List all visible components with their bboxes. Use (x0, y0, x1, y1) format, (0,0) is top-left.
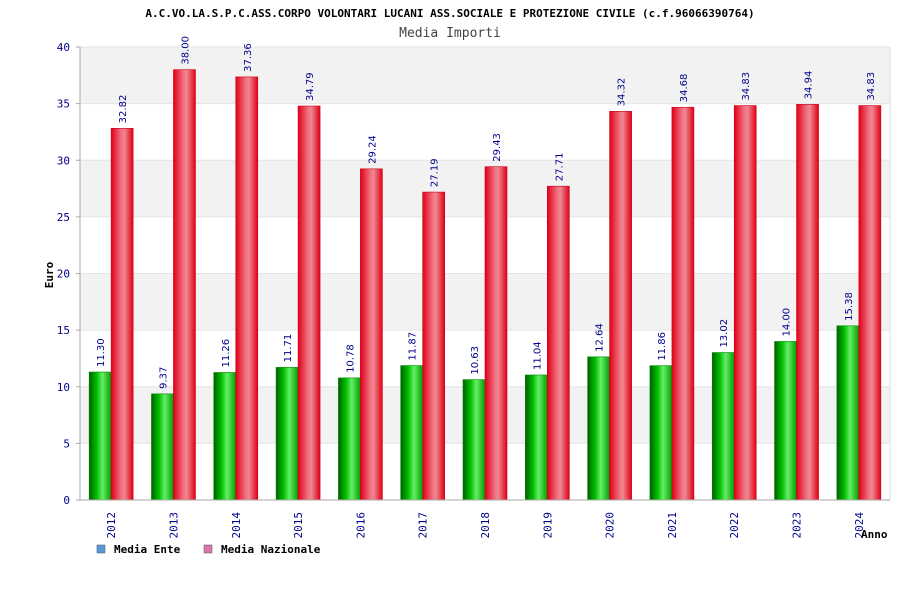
value-label: 29.43 (492, 133, 503, 162)
bar-media-nazionale-2012 (110, 128, 134, 501)
x-tick-label: 2017 (417, 512, 430, 539)
grid-band (80, 47, 890, 104)
value-label: 37.36 (243, 43, 254, 72)
y-tick-label: 0 (63, 494, 70, 507)
bar-media-nazionale-2014 (235, 76, 259, 501)
bar-media-nazionale-2015 (297, 105, 321, 501)
bar-media-nazionale-2016 (360, 168, 383, 501)
legend-label-media-ente: Media Ente (114, 543, 181, 556)
value-label: 11.30 (96, 338, 107, 367)
x-axis: 2012 2013 2014 2015 2016 2017 2018 2019 2020 2021… (80, 499, 890, 539)
y-tick-label: 40 (57, 41, 70, 54)
value-label: 38.00 (180, 36, 191, 65)
x-tick-label: 2022 (728, 512, 741, 539)
y-tick-label: 20 (57, 268, 70, 281)
x-tick-label: 2024 (853, 512, 866, 539)
value-label: 29.24 (367, 135, 378, 164)
bar-media-ente-2020 (587, 356, 610, 501)
x-axis-label: Anno (861, 528, 888, 541)
y-tick-label: 15 (57, 324, 70, 337)
bar-media-ente-2021 (649, 365, 673, 501)
x-tick-label: 2023 (791, 512, 804, 539)
legend: Media Ente Media Nazionale (96, 543, 321, 556)
y-tick-label: 35 (57, 98, 70, 111)
x-tick-label: 2012 (105, 512, 118, 539)
value-label: 34.83 (866, 72, 877, 101)
y-tick-label: 25 (57, 211, 70, 224)
value-label: 27.71 (554, 153, 565, 182)
bar-media-nazionale-2023 (796, 104, 819, 501)
x-tick-label: 2015 (292, 512, 305, 539)
value-label: 32.82 (118, 95, 129, 124)
value-label: 34.94 (804, 71, 815, 100)
y-tick-label: 5 (63, 437, 70, 450)
bar-media-ente-2019 (525, 374, 548, 501)
bar-media-ente-2016 (338, 377, 361, 501)
x-tick-label: 2021 (666, 512, 679, 539)
bar-media-nazionale-2022 (733, 105, 757, 501)
value-label: 34.79 (305, 72, 316, 101)
bar-media-ente-2015 (275, 367, 299, 501)
bar-media-ente-2012 (88, 371, 112, 501)
bar-media-ente-2014 (213, 372, 237, 501)
value-label: 27.19 (430, 158, 441, 187)
bar-media-nazionale-2020 (609, 111, 632, 501)
value-label: 13.02 (719, 319, 730, 348)
legend-swatch-media-ente (96, 544, 106, 554)
chart-subtitle: Media Importi (399, 26, 501, 41)
bar-media-ente-2017 (400, 365, 423, 501)
value-label: 10.78 (345, 344, 356, 373)
legend-swatch-media-nazionale (203, 544, 213, 554)
x-tick-label: 2019 (541, 512, 554, 539)
value-label: 10.63 (470, 346, 481, 375)
legend-label-media-nazionale: Media Nazionale (221, 543, 321, 556)
chart-title: A.C.VO.LA.S.P.C.ASS.CORPO VOLONTARI LUCA… (145, 7, 754, 20)
y-axis: 0 5 10 15 20 25 30 35 40 (57, 41, 891, 507)
bar-media-ente-2018 (462, 379, 486, 501)
bar-media-ente-2013 (151, 393, 174, 501)
value-label: 12.64 (595, 323, 606, 352)
y-axis-label: Euro (43, 261, 56, 288)
bar-media-nazionale-2021 (671, 106, 695, 501)
value-label: 11.04 (532, 341, 543, 370)
bar-media-nazionale-2013 (173, 69, 196, 501)
value-label: 9.37 (158, 367, 169, 389)
bars: 11.30 32.82 9.37 38.00 11.26 37.36 11.71 34.79 1… (88, 36, 882, 501)
value-label: 34.32 (617, 78, 628, 107)
value-label: 34.68 (679, 74, 690, 103)
value-label: 11.26 (221, 339, 232, 368)
bar-media-ente-2022 (711, 352, 735, 501)
x-tick-label: 2020 (604, 512, 617, 539)
bar-media-ente-2023 (774, 341, 797, 501)
y-tick-label: 10 (57, 381, 70, 394)
bar-media-nazionale-2024 (858, 105, 882, 501)
value-label: 11.71 (283, 334, 294, 363)
value-label: 11.86 (657, 332, 668, 361)
y-tick-label: 30 (57, 154, 70, 167)
bar-media-nazionale-2017 (422, 191, 445, 501)
value-label: 11.87 (408, 332, 419, 361)
value-label: 14.00 (782, 308, 793, 337)
value-label: 34.83 (741, 72, 752, 101)
x-tick-label: 2016 (354, 512, 367, 539)
x-tick-label: 2013 (167, 512, 180, 539)
bar-media-ente-2024 (836, 325, 860, 501)
bar-media-nazionale-2019 (547, 185, 570, 501)
value-label: 15.38 (844, 292, 855, 321)
x-tick-label: 2018 (479, 512, 492, 539)
bar-media-nazionale-2018 (484, 166, 508, 501)
x-tick-label: 2014 (230, 512, 243, 539)
